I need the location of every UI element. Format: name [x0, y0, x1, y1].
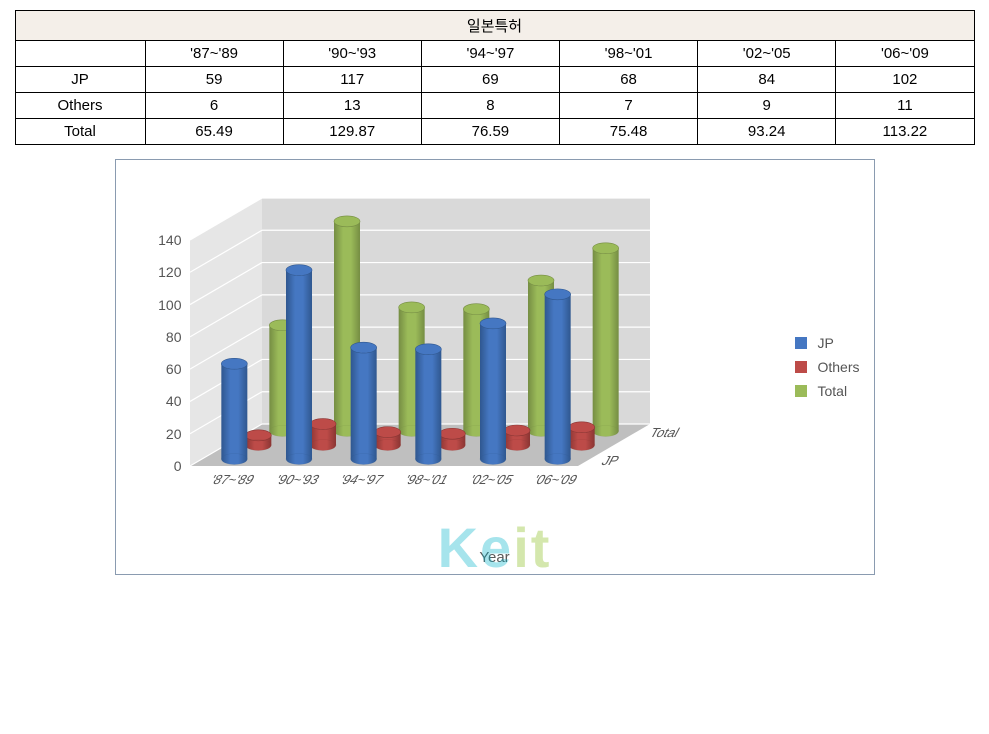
legend-swatch-jp: [795, 337, 807, 349]
legend-item: JP: [795, 335, 859, 351]
col-0: '87~'89: [145, 41, 283, 67]
col-1: '90~'93: [283, 41, 421, 67]
y-tick-label: 120: [144, 264, 182, 280]
legend-item: Total: [795, 383, 859, 399]
legend-swatch-others: [795, 361, 807, 373]
chart-legend: JP Others Total: [795, 327, 859, 407]
cell: 84: [698, 67, 836, 93]
x-category-label: '87~'89: [208, 472, 257, 487]
y-tick-label: 0: [144, 458, 182, 474]
x-category-label: '98~'01: [402, 472, 451, 487]
cell: 117: [283, 67, 421, 93]
col-5: '06~'09: [836, 41, 974, 67]
col-4: '02~'05: [698, 41, 836, 67]
cell: 7: [559, 93, 697, 119]
patent-table: 일본특허 '87~'89 '90~'93 '94~'97 '98~'01 '02…: [15, 10, 975, 145]
row-label: JP: [15, 67, 145, 93]
y-tick-label: 60: [144, 361, 182, 377]
table-header-row: '87~'89 '90~'93 '94~'97 '98~'01 '02~'05 …: [15, 41, 974, 67]
legend-item: Others: [795, 359, 859, 375]
x-axis-title: Year: [479, 549, 509, 566]
cell: 59: [145, 67, 283, 93]
x-category-label: '02~'05: [467, 472, 516, 487]
col-blank: [15, 41, 145, 67]
cell: 113.22: [836, 119, 974, 145]
y-tick-label: 140: [144, 232, 182, 248]
cell: 65.49: [145, 119, 283, 145]
table-row: JP 59 117 69 68 84 102: [15, 67, 974, 93]
table-row: Total 65.49 129.87 76.59 75.48 93.24 113…: [15, 119, 974, 145]
table-title: 일본특허: [15, 11, 974, 41]
row-label: Others: [15, 93, 145, 119]
cell: 102: [836, 67, 974, 93]
cell: 75.48: [559, 119, 697, 145]
cell: 13: [283, 93, 421, 119]
legend-label: Others: [817, 359, 859, 375]
x-category-label: '90~'93: [273, 472, 322, 487]
x-category-label: '94~'97: [337, 472, 386, 487]
cell: 76.59: [421, 119, 559, 145]
cell: 9: [698, 93, 836, 119]
cell: 69: [421, 67, 559, 93]
chart-plot: 0 20 40 60 80 100 120 140 '87~'89 '90~'93 '94~'97 '…: [140, 186, 660, 516]
y-tick-label: 80: [144, 329, 182, 345]
table-row: Others 6 13 8 7 9 11: [15, 93, 974, 119]
cell: 129.87: [283, 119, 421, 145]
legend-label: Total: [817, 383, 847, 399]
cell: 11: [836, 93, 974, 119]
col-2: '94~'97: [421, 41, 559, 67]
cell: 68: [559, 67, 697, 93]
legend-swatch-total: [795, 385, 807, 397]
cell: 8: [421, 93, 559, 119]
watermark: Keit: [438, 515, 552, 580]
chart-svg: [140, 186, 660, 516]
row-label: Total: [15, 119, 145, 145]
col-3: '98~'01: [559, 41, 697, 67]
chart-container: 0 20 40 60 80 100 120 140 '87~'89 '90~'93 '94~'97 '…: [115, 159, 875, 575]
cell: 93.24: [698, 119, 836, 145]
y-tick-label: 100: [144, 297, 182, 313]
legend-label: JP: [817, 335, 833, 351]
x-category-label: '06~'09: [531, 472, 580, 487]
cell: 6: [145, 93, 283, 119]
y-tick-label: 20: [144, 426, 182, 442]
y-tick-label: 40: [144, 393, 182, 409]
